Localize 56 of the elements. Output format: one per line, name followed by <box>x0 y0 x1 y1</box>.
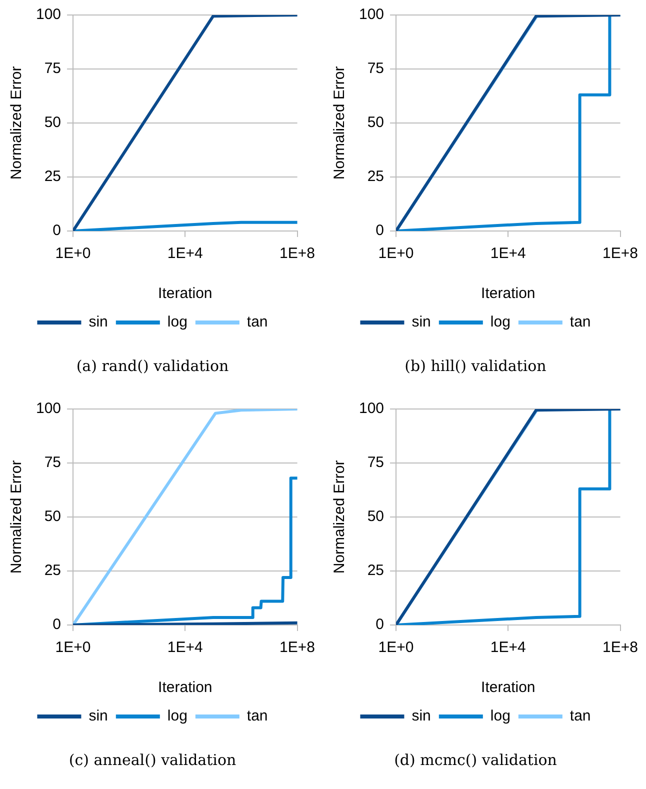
legend-label: log <box>490 314 510 331</box>
legend-label: log <box>167 314 188 331</box>
legend-label: sin <box>88 708 108 725</box>
y-tick-label: 25 <box>44 562 62 580</box>
legend-label: tan <box>246 708 268 725</box>
legend-label: log <box>167 708 188 725</box>
x-tick-label: 1E+4 <box>167 245 203 262</box>
y-tick-label: 50 <box>367 508 384 526</box>
x-axis-title: Iteration <box>158 679 212 696</box>
legend-label: log <box>490 708 510 725</box>
legend-label: tan <box>246 314 268 331</box>
legend-label: sin <box>412 314 431 331</box>
y-tick-label: 100 <box>358 6 384 24</box>
x-tick-label: 1E+4 <box>490 639 526 656</box>
x-tick-label: 1E+8 <box>280 639 315 656</box>
y-tick-label: 100 <box>36 400 62 418</box>
x-axis-title: Iteration <box>481 285 536 302</box>
x-tick-label: 1E+0 <box>55 639 91 656</box>
y-tick-label: 0 <box>52 616 62 634</box>
x-tick-label: 1E+0 <box>378 639 414 656</box>
x-tick-label: 1E+4 <box>490 245 526 262</box>
y-tick-label: 100 <box>36 6 62 24</box>
y-tick-label: 75 <box>367 454 384 472</box>
x-tick-label: 1E+4 <box>167 639 203 656</box>
y-tick-label: 0 <box>376 222 384 240</box>
legend-label: sin <box>412 708 431 725</box>
x-axis-title: Iteration <box>481 679 536 696</box>
y-tick-label: 25 <box>367 168 384 186</box>
y-tick-label: 75 <box>44 454 62 472</box>
y-axis-title: Normalized Error <box>8 460 26 574</box>
legend-label: tan <box>570 314 591 331</box>
x-tick-label: 1E+8 <box>602 245 638 262</box>
x-tick-label: 1E+8 <box>280 245 315 262</box>
x-axis-title: Iteration <box>158 285 212 302</box>
y-tick-label: 50 <box>367 114 384 132</box>
x-tick-label: 1E+0 <box>55 245 91 262</box>
y-tick-label: 75 <box>44 60 62 78</box>
y-tick-label: 25 <box>367 562 384 580</box>
y-tick-label: 0 <box>376 616 384 634</box>
text: (b) hill() validation <box>404 356 547 375</box>
y-axis-title: Normalized Error <box>331 460 348 574</box>
y-tick-label: 50 <box>44 114 62 132</box>
y-axis-title: Normalized Error <box>8 66 26 180</box>
y-tick-label: 25 <box>44 168 62 186</box>
y-tick-label: 100 <box>358 400 384 418</box>
text: (c) anneal() validation <box>68 750 236 769</box>
y-tick-label: 50 <box>44 508 62 526</box>
x-tick-label: 1E+8 <box>602 639 638 656</box>
y-axis-title: Normalized Error <box>331 66 348 180</box>
y-tick-label: 75 <box>367 60 384 78</box>
y-tick-label: 0 <box>52 222 62 240</box>
legend-label: sin <box>88 314 108 331</box>
text: (d) mcmc() validation <box>394 750 558 769</box>
text: (a) rand() validation <box>76 356 230 375</box>
legend-label: tan <box>570 708 591 725</box>
x-tick-label: 1E+0 <box>378 245 414 262</box>
